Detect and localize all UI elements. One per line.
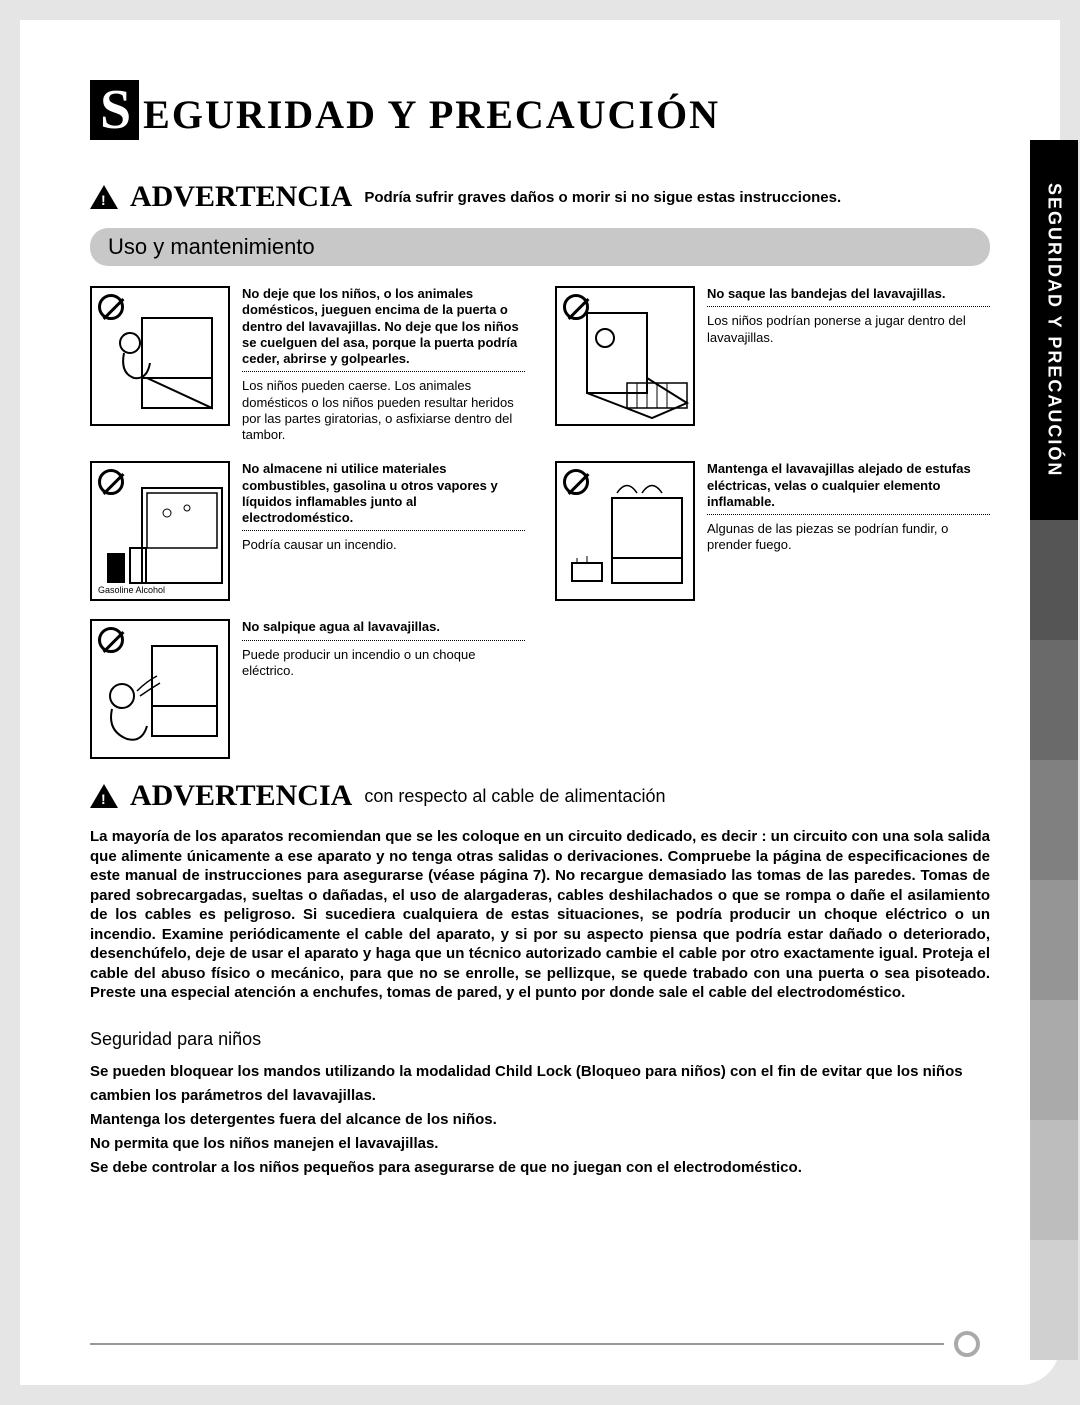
title-text: EGURIDAD Y PRECAUCIÓN bbox=[143, 91, 720, 138]
title-dropcap: S bbox=[90, 80, 139, 140]
safety-grid: No deje que los niños, o los animales do… bbox=[90, 286, 990, 759]
safety-text: No saque las bandejas del lavavajillas. … bbox=[707, 286, 990, 346]
bold-text: No deje que los niños, o los animales do… bbox=[242, 286, 519, 366]
side-index-tabs: SEGURIDAD Y PRECAUCIÓN bbox=[1030, 140, 1078, 1360]
plain-text: Los niños podrían ponerse a jugar dentro… bbox=[707, 313, 966, 344]
bullet-item: Mantenga los detergentes fuera del alcan… bbox=[90, 1108, 990, 1132]
section-heading-children: Seguridad para niños bbox=[90, 1029, 990, 1050]
safety-text: Mantenga el lavavajillas alejado de estu… bbox=[707, 461, 990, 553]
safety-text: No deje que los niños, o los animales do… bbox=[242, 286, 525, 443]
warning-icon bbox=[90, 784, 118, 808]
divider bbox=[242, 530, 525, 531]
plain-text: Los niños pueden caerse. Los animales do… bbox=[242, 378, 514, 442]
plain-text: Algunas de las piezas se podrían fundir,… bbox=[707, 521, 948, 552]
active-tab: SEGURIDAD Y PRECAUCIÓN bbox=[1030, 140, 1078, 520]
manual-page: S EGURIDAD Y PRECAUCIÓN ADVERTENCIA Podr… bbox=[20, 20, 1060, 1385]
divider bbox=[707, 514, 990, 515]
safety-item-trays: No saque las bandejas del lavavajillas. … bbox=[555, 286, 990, 443]
divider bbox=[707, 306, 990, 307]
warning-header-1: ADVERTENCIA Podría sufrir graves daños o… bbox=[90, 180, 990, 214]
index-tab bbox=[1030, 760, 1078, 880]
safety-item-water: No salpique agua al lavavajillas. Puede … bbox=[90, 619, 525, 759]
divider bbox=[242, 371, 525, 372]
warning-subtitle: con respecto al cable de alimentación bbox=[364, 786, 665, 807]
bullet-item: No permita que los niños manejen el lava… bbox=[90, 1132, 990, 1156]
warning-header-2: ADVERTENCIA con respecto al cable de ali… bbox=[90, 779, 990, 813]
empty-cell bbox=[555, 619, 990, 759]
warning-subtitle: Podría sufrir graves daños o morir si no… bbox=[364, 189, 841, 206]
section-heading-use: Uso y mantenimiento bbox=[90, 228, 990, 266]
safety-text: No almacene ni utilice materiales combus… bbox=[242, 461, 525, 553]
bullet-item: Se debe controlar a los niños pequeños p… bbox=[90, 1156, 990, 1180]
safety-item-children-door: No deje que los niños, o los animales do… bbox=[90, 286, 525, 443]
index-tab bbox=[1030, 880, 1078, 1000]
power-cord-paragraph: La mayoría de los aparatos recomiendan q… bbox=[90, 827, 990, 1003]
warning-icon bbox=[90, 185, 118, 209]
illustration-children-door bbox=[90, 286, 230, 426]
bold-text: No almacene ni utilice materiales combus… bbox=[242, 461, 498, 525]
warning-label: ADVERTENCIA bbox=[130, 779, 352, 813]
tab-label: SEGURIDAD Y PRECAUCIÓN bbox=[1044, 183, 1065, 477]
plain-text: Podría causar un incendio. bbox=[242, 537, 397, 552]
safety-text: No salpique agua al lavavajillas. Puede … bbox=[242, 619, 525, 679]
bold-text: Mantenga el lavavajillas alejado de estu… bbox=[707, 461, 971, 509]
index-tab bbox=[1030, 640, 1078, 760]
safety-item-combustibles: Gasoline Alcohol No almacene ni utilice … bbox=[90, 461, 525, 601]
index-tab bbox=[1030, 520, 1078, 640]
safety-item-heat: Mantenga el lavavajillas alejado de estu… bbox=[555, 461, 990, 601]
index-tab bbox=[1030, 1240, 1078, 1360]
warning-label: ADVERTENCIA bbox=[130, 180, 352, 214]
thumb-caption: Gasoline Alcohol bbox=[98, 585, 165, 595]
plain-text: Puede producir un incendio o un choque e… bbox=[242, 647, 475, 678]
illustration-combustibles: Gasoline Alcohol bbox=[90, 461, 230, 601]
page-title: S EGURIDAD Y PRECAUCIÓN bbox=[90, 80, 990, 140]
footer-line bbox=[90, 1343, 944, 1345]
illustration-trays bbox=[555, 286, 695, 426]
bold-text: No salpique agua al lavavajillas. bbox=[242, 619, 440, 634]
illustration-water bbox=[90, 619, 230, 759]
index-tab bbox=[1030, 1120, 1078, 1240]
page-footer bbox=[90, 1331, 980, 1357]
bold-text: No saque las bandejas del lavavajillas. bbox=[707, 286, 945, 301]
footer-ring-icon bbox=[954, 1331, 980, 1357]
illustration-heat bbox=[555, 461, 695, 601]
child-safety-bullets: Se pueden bloquear los mandos utilizando… bbox=[90, 1060, 990, 1180]
index-tab bbox=[1030, 1000, 1078, 1120]
bullet-item: Se pueden bloquear los mandos utilizando… bbox=[90, 1060, 990, 1108]
divider bbox=[242, 640, 525, 641]
